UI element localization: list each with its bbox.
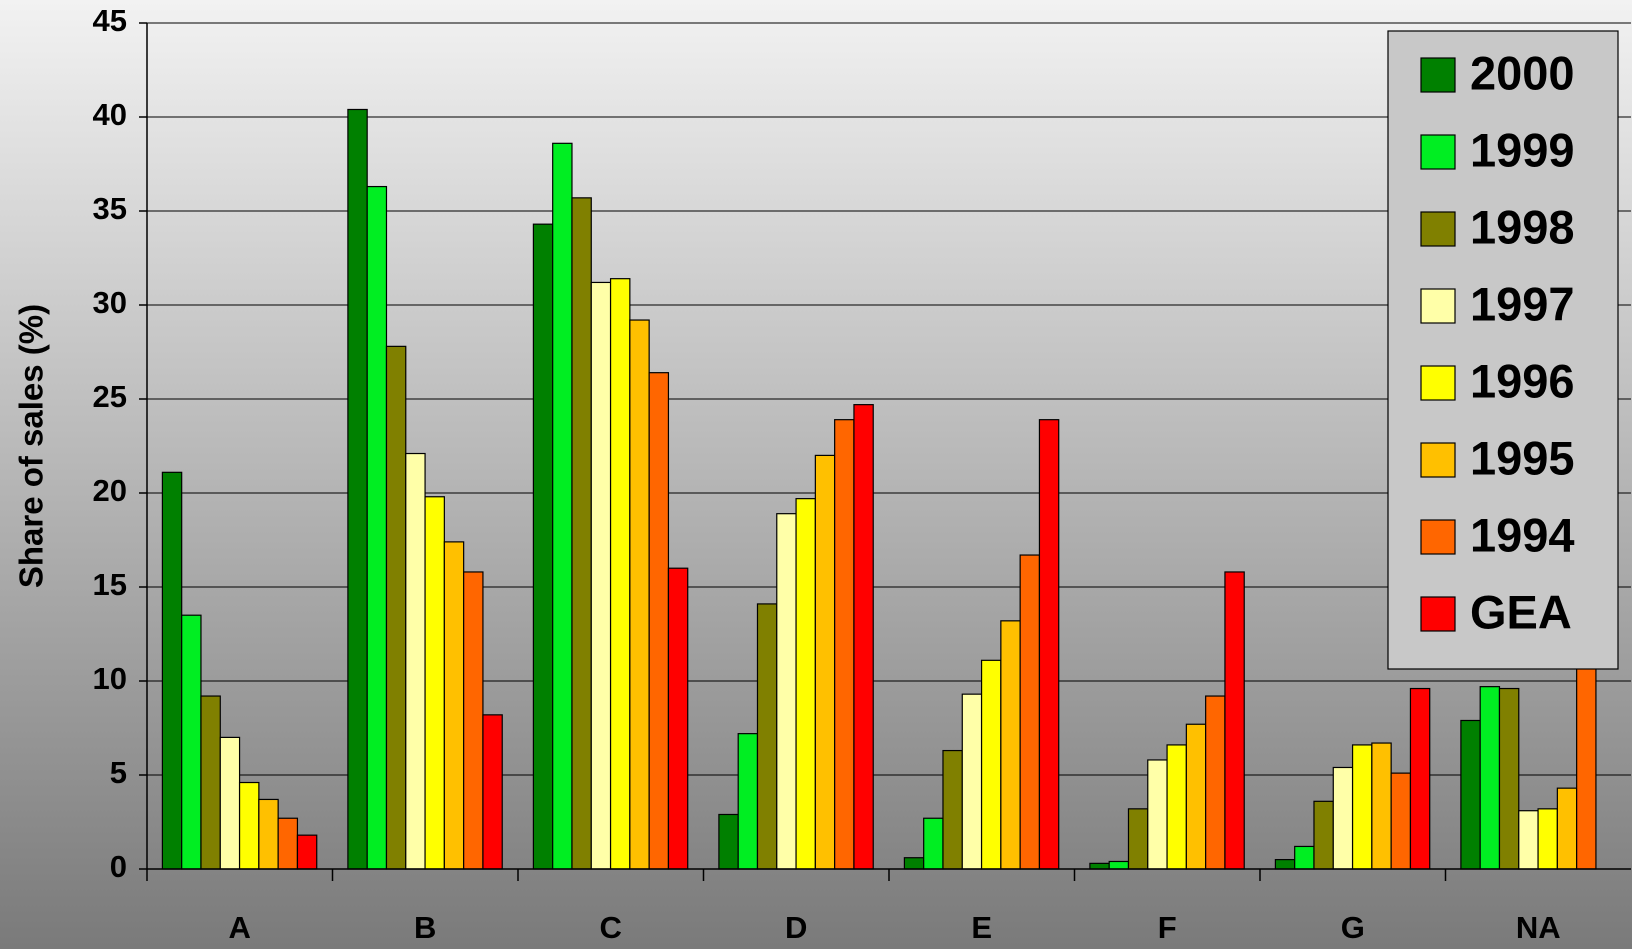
bar bbox=[1576, 665, 1597, 870]
bar bbox=[405, 452, 426, 870]
legend-swatch bbox=[1420, 519, 1456, 555]
bar bbox=[1313, 800, 1334, 870]
bar bbox=[903, 857, 925, 870]
bar bbox=[1127, 808, 1149, 870]
bar bbox=[942, 749, 963, 870]
x-tick-label: B bbox=[414, 910, 436, 945]
bar bbox=[980, 659, 1002, 870]
legend-label: 1996 bbox=[1470, 354, 1575, 407]
bar bbox=[667, 567, 689, 870]
y-axis-label: Share of sales (%) bbox=[13, 304, 50, 588]
bar bbox=[853, 404, 874, 870]
y-tick-label: 10 bbox=[93, 661, 127, 696]
bar bbox=[1351, 744, 1373, 870]
legend-swatch bbox=[1420, 211, 1456, 247]
bar bbox=[1185, 723, 1207, 870]
bar bbox=[1479, 686, 1501, 870]
y-tick-label: 20 bbox=[93, 473, 127, 508]
bar bbox=[923, 817, 944, 870]
legend-label: 1999 bbox=[1470, 123, 1575, 176]
x-tick-label: NA bbox=[1516, 910, 1561, 945]
bar bbox=[1274, 858, 1296, 870]
bar bbox=[571, 197, 592, 870]
bar bbox=[1460, 719, 1481, 870]
x-tick-label: F bbox=[1158, 910, 1177, 945]
bar bbox=[609, 278, 631, 870]
bar bbox=[1409, 687, 1431, 870]
legend-swatch bbox=[1420, 134, 1456, 170]
bar bbox=[443, 541, 465, 870]
bar bbox=[834, 419, 855, 870]
legend-label: 2000 bbox=[1470, 46, 1575, 99]
bar bbox=[737, 733, 759, 870]
bar bbox=[161, 471, 183, 870]
legend-label: 1995 bbox=[1470, 431, 1575, 484]
legend-swatch bbox=[1420, 596, 1456, 632]
x-tick-label: A bbox=[229, 910, 251, 945]
legend-label: 1997 bbox=[1470, 277, 1575, 330]
bar bbox=[961, 693, 983, 870]
bar bbox=[552, 142, 573, 870]
bar bbox=[1166, 744, 1187, 870]
bar bbox=[463, 571, 484, 870]
legend-swatch bbox=[1420, 365, 1456, 401]
bar bbox=[1537, 808, 1558, 870]
legend-swatch bbox=[1420, 57, 1456, 93]
y-tick-label: 45 bbox=[93, 3, 127, 38]
bar bbox=[1332, 766, 1354, 870]
y-tick-label: 15 bbox=[93, 567, 127, 602]
bar bbox=[424, 496, 445, 870]
bar bbox=[629, 319, 650, 870]
bar bbox=[366, 185, 388, 870]
y-tick-label: 25 bbox=[93, 379, 127, 414]
bar bbox=[1518, 810, 1539, 870]
bar bbox=[200, 695, 221, 870]
bar bbox=[1019, 554, 1041, 870]
bar bbox=[296, 834, 318, 870]
bar bbox=[1089, 862, 1110, 870]
bar bbox=[756, 603, 778, 870]
x-tick-label: G bbox=[1341, 910, 1365, 945]
bar bbox=[590, 281, 612, 870]
bar bbox=[532, 223, 554, 870]
legend-label: 1998 bbox=[1470, 200, 1575, 253]
bar bbox=[1147, 759, 1168, 870]
bar bbox=[1498, 687, 1520, 870]
bar bbox=[648, 372, 670, 870]
x-tick-label: C bbox=[600, 910, 622, 945]
y-tick-label: 40 bbox=[93, 97, 127, 132]
bar bbox=[718, 813, 739, 870]
bar bbox=[1038, 419, 1060, 870]
bar bbox=[347, 108, 368, 870]
legend-label: 1994 bbox=[1470, 508, 1575, 561]
legend-label: GEA bbox=[1470, 585, 1572, 638]
y-tick-label: 35 bbox=[93, 191, 127, 226]
x-tick-label: D bbox=[785, 910, 807, 945]
y-tick-label: 5 bbox=[110, 755, 127, 790]
bar bbox=[1371, 742, 1392, 870]
bar bbox=[795, 498, 816, 870]
bar bbox=[219, 736, 241, 870]
bar bbox=[776, 513, 797, 870]
bar bbox=[1294, 845, 1315, 870]
bar bbox=[277, 817, 299, 870]
bar bbox=[482, 714, 503, 870]
bar bbox=[1556, 787, 1578, 870]
bar bbox=[238, 781, 260, 870]
bar bbox=[385, 345, 407, 870]
bar bbox=[1205, 695, 1226, 870]
bar bbox=[1000, 620, 1021, 870]
legend-swatch bbox=[1420, 288, 1456, 324]
bar bbox=[1108, 860, 1130, 870]
y-tick-label: 0 bbox=[110, 849, 127, 884]
bar bbox=[181, 614, 202, 870]
y-tick-label: 30 bbox=[93, 285, 127, 320]
bar bbox=[1390, 772, 1412, 870]
bar bbox=[814, 454, 836, 870]
bar bbox=[1224, 571, 1245, 870]
bar bbox=[258, 798, 279, 870]
x-tick-label: E bbox=[971, 910, 992, 945]
legend-swatch bbox=[1420, 442, 1456, 478]
